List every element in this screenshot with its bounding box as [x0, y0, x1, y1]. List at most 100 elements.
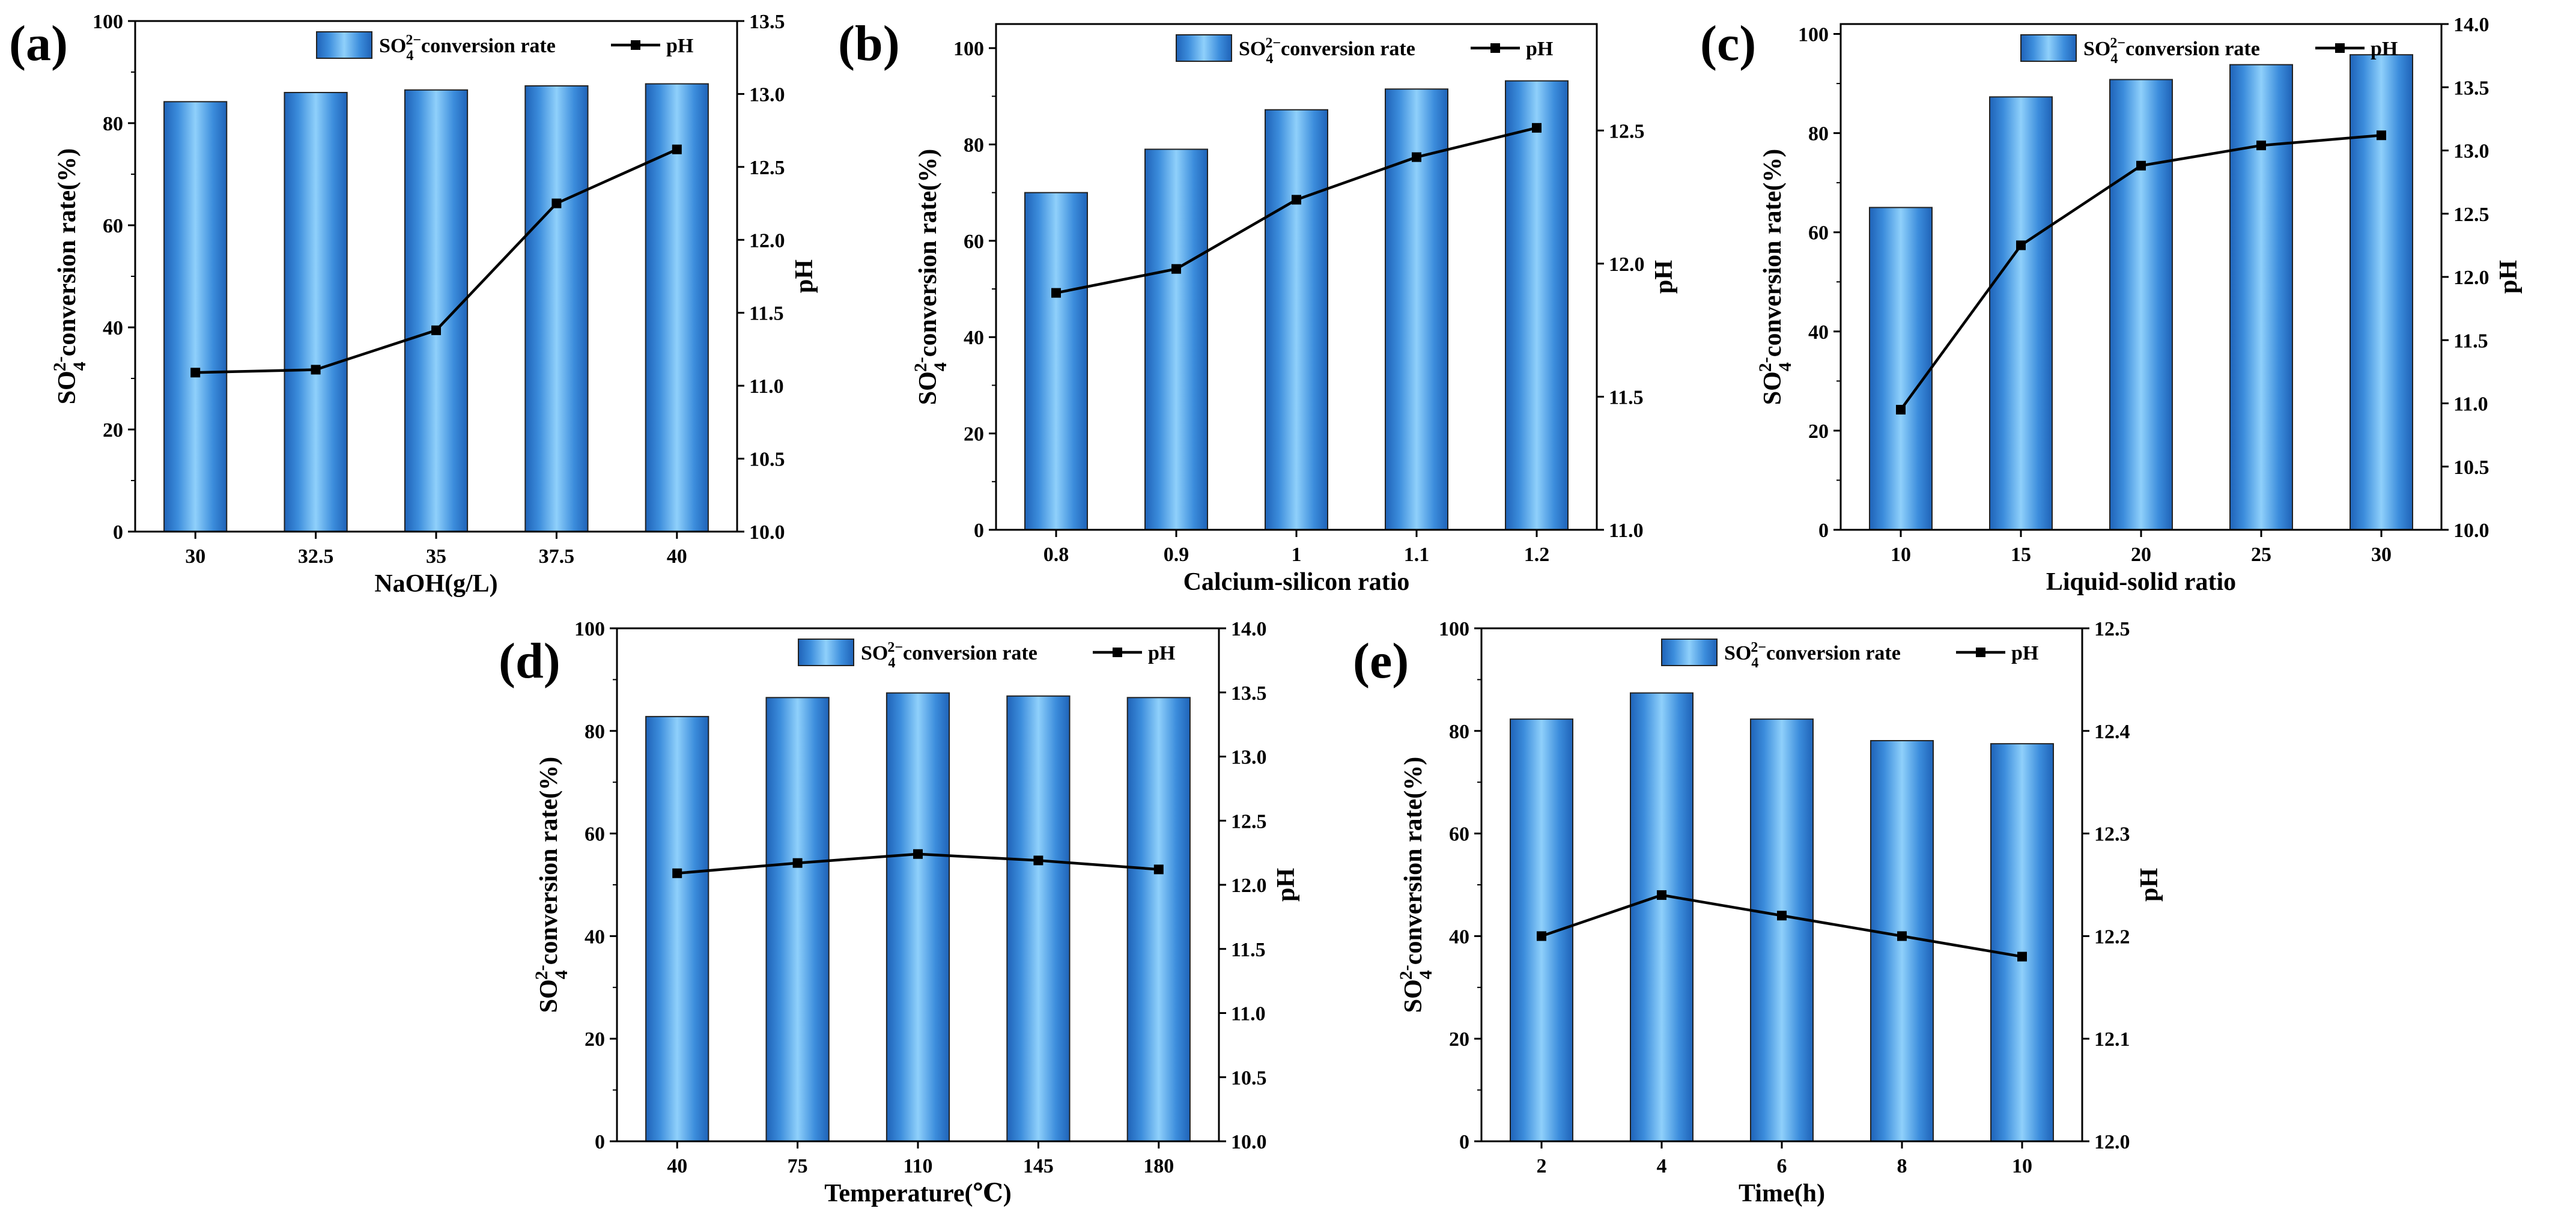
ph-point	[913, 849, 923, 859]
y-tick-label: 60	[964, 231, 984, 253]
y2-tick-label: 12.0	[1231, 875, 1267, 897]
y2-tick-label: 12.5	[1231, 810, 1267, 833]
legend-bar-label: SO42−conversion rate	[1724, 640, 1901, 671]
ph-point	[1896, 405, 1906, 415]
y-tick-label: 0	[595, 1131, 605, 1153]
y2-tick-label: 11.5	[2453, 330, 2488, 352]
ph-point	[1033, 855, 1043, 866]
conversion-bar	[886, 692, 950, 1142]
y2-tick-label: 12.1	[2094, 1028, 2130, 1051]
y-axis-title: SO42-conversion rate(%)	[50, 148, 90, 404]
x-tick-label: 15	[2011, 544, 2031, 566]
conversion-bar	[2229, 64, 2293, 531]
y2-tick-label: 10.5	[2453, 457, 2489, 479]
legend: SO42−conversion rate pH	[1176, 34, 1553, 67]
x-axis-title: NaOH(g/L)	[374, 570, 497, 598]
y-tick-label: 0	[113, 521, 123, 544]
x-tick-label: 110	[903, 1155, 932, 1177]
x-tick-label: 25	[2251, 544, 2271, 566]
chart-panel: (e) 0 20 40 60 80 100 12.0 12.1 12.2 12.3 12.4 12.5 2…	[1353, 618, 2163, 1207]
legend-line-label: pH	[2371, 38, 2398, 60]
y-tick-label: 40	[1808, 321, 1829, 344]
x-tick-label: 180	[1143, 1155, 1174, 1177]
legend-line-label: pH	[1148, 642, 1175, 664]
ph-point	[431, 325, 441, 335]
y2-tick-label: 11.0	[1609, 520, 1644, 542]
x-tick-label: 10	[1891, 544, 1911, 566]
legend-bar-label: SO42−conversion rate	[1239, 35, 1415, 67]
legend-line-marker	[631, 40, 640, 50]
legend: SO42−conversion rate pH	[2020, 34, 2398, 67]
x-tick-label: 4	[1657, 1155, 1667, 1177]
y2-tick-label: 12.2	[2094, 926, 2130, 948]
y2-tick-label: 10.0	[2453, 520, 2489, 542]
chart-panel: (a) 0 20 40 60 80 100 10.0 10.5 11.0 11.5 12.0 12.5 1…	[9, 11, 818, 598]
ph-point	[2017, 951, 2027, 962]
ph-point	[1532, 123, 1542, 133]
x-tick-label: 145	[1023, 1155, 1054, 1177]
conversion-bar	[2109, 79, 2173, 530]
y-tick-label: 80	[103, 113, 123, 135]
ph-point	[1292, 195, 1301, 205]
panel-label: (c)	[1700, 16, 1756, 71]
conversion-bar	[163, 101, 228, 533]
x-tick-label: 30	[185, 545, 205, 568]
y2-axis-title: pH	[2495, 260, 2523, 294]
y-tick-label: 60	[585, 824, 605, 846]
y-axis-title: SO42-conversion rate(%)	[1755, 149, 1795, 405]
y-tick-label: 20	[585, 1028, 605, 1051]
ph-point	[190, 368, 201, 378]
y2-tick-label: 10.0	[749, 521, 785, 544]
legend: SO42−conversion rate pH	[798, 639, 1175, 671]
x-tick-label: 37.5	[539, 545, 575, 568]
x-axis-title: Liquid-solid ratio	[2046, 568, 2236, 596]
y-tick-label: 80	[585, 721, 605, 743]
legend-bar-swatch	[1661, 639, 1718, 666]
x-tick-label: 8	[1897, 1155, 1907, 1177]
y2-tick-label: 13.0	[1231, 747, 1267, 769]
conversion-bar	[1869, 207, 1933, 530]
x-axis-title: Time(h)	[1739, 1180, 1825, 1207]
legend-bar-label: SO42−conversion rate	[2083, 35, 2260, 67]
conversion-bar	[1144, 148, 1208, 530]
ph-point	[1412, 152, 1421, 162]
x-tick-label: 40	[667, 1155, 687, 1177]
x-tick-label: 1.2	[1524, 544, 1550, 566]
y-tick-label: 60	[1449, 824, 1469, 846]
y-tick-label: 40	[103, 317, 123, 339]
conversion-bar	[1126, 697, 1191, 1142]
legend-line-marker	[2335, 43, 2345, 53]
y2-tick-label: 10.0	[1231, 1131, 1267, 1153]
y-tick-label: 20	[1449, 1028, 1469, 1051]
y-tick-label: 80	[1449, 721, 1469, 743]
x-tick-label: 1.1	[1404, 544, 1430, 566]
x-tick-label: 0.8	[1043, 544, 1069, 566]
y-tick-label: 100	[1439, 618, 1469, 640]
y2-tick-label: 12.4	[2094, 721, 2130, 743]
y2-axis-title: pH	[1272, 868, 1300, 902]
ph-point	[551, 198, 562, 208]
y2-axis-title: pH	[791, 259, 818, 293]
panel-label: (e)	[1353, 633, 1409, 689]
y-tick-label: 40	[1449, 926, 1469, 948]
ph-point	[311, 365, 321, 375]
y-tick-label: 100	[953, 38, 984, 60]
legend-line-marker	[1113, 648, 1122, 657]
ph-point	[2136, 160, 2146, 171]
y2-tick-label: 14.0	[1231, 618, 1267, 640]
y-tick-label: 40	[585, 926, 605, 948]
ph-point	[1657, 890, 1666, 900]
legend-line-label: pH	[2011, 642, 2038, 664]
y-tick-label: 20	[1808, 420, 1829, 443]
legend-line-marker	[1490, 43, 1500, 53]
y-tick-label: 40	[964, 327, 984, 349]
x-axis-title: Calcium-silicon ratio	[1183, 568, 1410, 596]
y2-tick-label: 11.0	[2453, 393, 2488, 416]
y2-tick-label: 13.0	[749, 83, 785, 106]
y2-tick-label: 12.5	[2453, 204, 2489, 226]
legend-bar-label: SO42−conversion rate	[379, 32, 556, 64]
y2-tick-label: 11.0	[749, 375, 784, 398]
chart-panel: (d) 0 20 40 60 80 100 10.0 10.5 11.0 11.5 12.0 12.5 1…	[499, 618, 1300, 1207]
y2-tick-label: 12.3	[2094, 824, 2130, 846]
